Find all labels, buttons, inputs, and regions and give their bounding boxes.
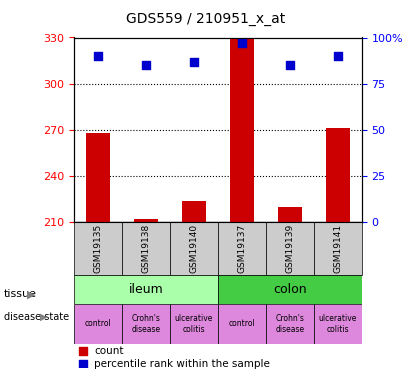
FancyBboxPatch shape [314, 304, 362, 344]
Text: count: count [94, 346, 124, 356]
Text: percentile rank within the sample: percentile rank within the sample [94, 359, 270, 369]
Point [79, 348, 86, 354]
FancyBboxPatch shape [74, 222, 122, 275]
Text: tissue: tissue [4, 290, 37, 299]
Text: GSM19138: GSM19138 [141, 224, 150, 273]
Text: ileum: ileum [129, 283, 163, 296]
Text: disease state: disease state [4, 312, 69, 322]
FancyBboxPatch shape [218, 304, 266, 344]
Text: GSM19137: GSM19137 [237, 224, 246, 273]
Point [143, 62, 149, 68]
Point [335, 53, 341, 59]
FancyBboxPatch shape [266, 304, 314, 344]
Text: ▶: ▶ [27, 290, 35, 299]
Text: Crohn's
disease: Crohn's disease [132, 314, 160, 334]
FancyBboxPatch shape [218, 275, 362, 304]
Bar [182, 201, 206, 222]
FancyBboxPatch shape [74, 275, 218, 304]
FancyBboxPatch shape [74, 304, 122, 344]
Text: GSM19139: GSM19139 [285, 224, 294, 273]
Text: ▶: ▶ [40, 312, 48, 322]
Point [95, 53, 101, 59]
Point [191, 58, 197, 64]
FancyBboxPatch shape [218, 222, 266, 275]
Text: colon: colon [273, 283, 307, 296]
FancyBboxPatch shape [170, 222, 218, 275]
FancyBboxPatch shape [122, 304, 170, 344]
Point [238, 40, 245, 46]
FancyBboxPatch shape [122, 222, 170, 275]
Text: GDS559 / 210951_x_at: GDS559 / 210951_x_at [126, 12, 285, 26]
Text: GSM19141: GSM19141 [333, 224, 342, 273]
Point [286, 62, 293, 68]
Text: control: control [229, 320, 255, 328]
Bar [230, 39, 254, 222]
Text: ulcerative
colitis: ulcerative colitis [319, 314, 357, 334]
Text: ulcerative
colitis: ulcerative colitis [175, 314, 213, 334]
Point [79, 361, 86, 367]
Bar [86, 133, 110, 222]
FancyBboxPatch shape [314, 222, 362, 275]
Text: control: control [85, 320, 111, 328]
Bar [326, 128, 350, 222]
Text: GSM19135: GSM19135 [93, 224, 102, 273]
FancyBboxPatch shape [266, 222, 314, 275]
Text: Crohn's
disease: Crohn's disease [275, 314, 304, 334]
Bar [278, 207, 302, 222]
Text: GSM19140: GSM19140 [189, 224, 199, 273]
FancyBboxPatch shape [170, 304, 218, 344]
Bar [134, 219, 158, 222]
